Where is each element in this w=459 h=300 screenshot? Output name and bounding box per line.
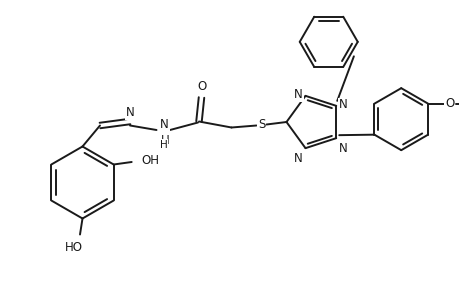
Text: N: N xyxy=(294,88,302,101)
Text: HO: HO xyxy=(64,241,82,254)
Text: OH: OH xyxy=(141,154,159,167)
Text: O: O xyxy=(196,80,206,92)
Text: O: O xyxy=(444,97,453,110)
Text: N: N xyxy=(338,98,347,111)
Text: S: S xyxy=(257,118,264,131)
Text: N: N xyxy=(125,106,134,119)
Text: N
H: N H xyxy=(160,118,169,146)
Text: N: N xyxy=(294,152,302,165)
Text: H: H xyxy=(160,140,168,149)
Text: N: N xyxy=(338,142,347,155)
Text: N: N xyxy=(159,118,168,131)
